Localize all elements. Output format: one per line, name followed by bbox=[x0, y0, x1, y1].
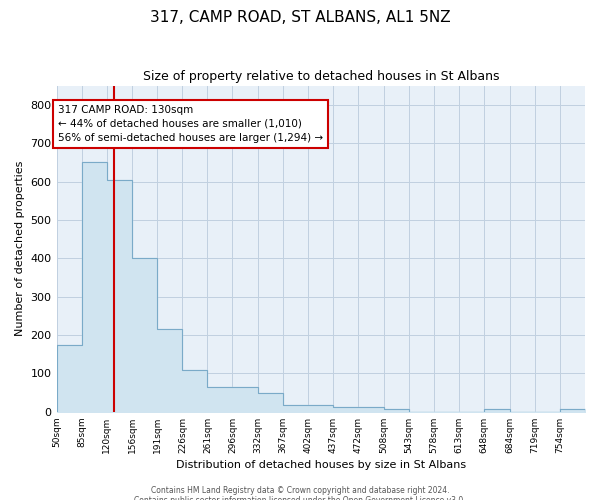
Text: Contains HM Land Registry data © Crown copyright and database right 2024.: Contains HM Land Registry data © Crown c… bbox=[151, 486, 449, 495]
Text: Contains public sector information licensed under the Open Government Licence v3: Contains public sector information licen… bbox=[134, 496, 466, 500]
Text: 317 CAMP ROAD: 130sqm
← 44% of detached houses are smaller (1,010)
56% of semi-d: 317 CAMP ROAD: 130sqm ← 44% of detached … bbox=[58, 104, 323, 142]
Y-axis label: Number of detached properties: Number of detached properties bbox=[15, 161, 25, 336]
Text: 317, CAMP ROAD, ST ALBANS, AL1 5NZ: 317, CAMP ROAD, ST ALBANS, AL1 5NZ bbox=[149, 10, 451, 25]
X-axis label: Distribution of detached houses by size in St Albans: Distribution of detached houses by size … bbox=[176, 460, 466, 470]
Title: Size of property relative to detached houses in St Albans: Size of property relative to detached ho… bbox=[143, 70, 499, 83]
